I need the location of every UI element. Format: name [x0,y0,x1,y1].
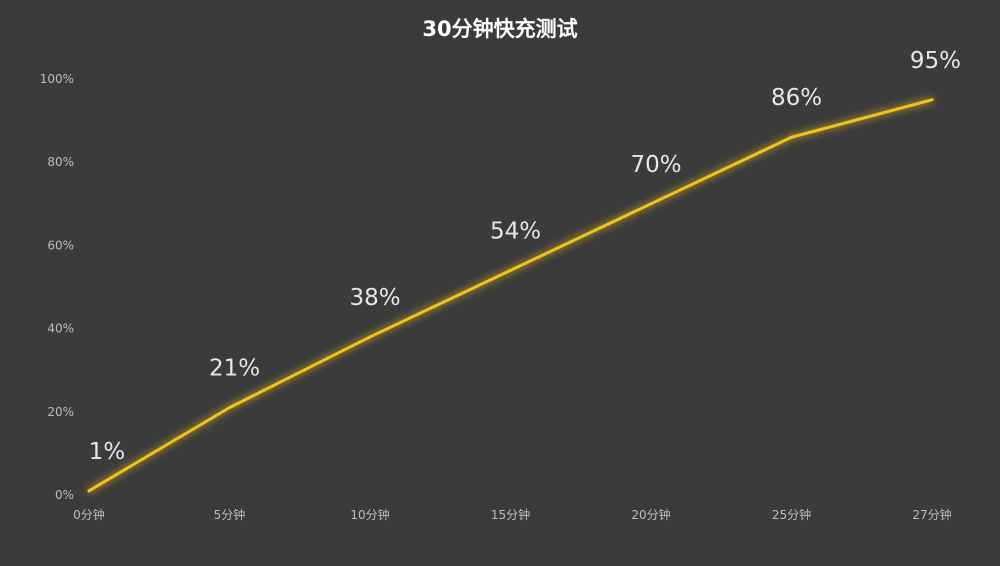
y-axis: 0% 20% 40% 60% 80% 100% [40,72,74,502]
x-tick-label: 10分钟 [350,507,389,522]
data-label: 21% [209,356,260,382]
y-tick-label: 20% [47,405,74,419]
series-line [87,98,934,493]
data-labels: 1% 21% 38% 54% 70% 86% 95% [89,48,961,465]
data-point [930,98,934,102]
y-tick-label: 40% [47,322,74,336]
y-tick-label: 80% [47,155,74,169]
x-tick-label: 27分钟 [912,507,951,522]
data-label: 1% [89,439,126,465]
y-tick-label: 100% [40,72,74,86]
data-point [228,406,231,410]
data-point [649,202,653,206]
x-tick-label: 20分钟 [631,507,670,522]
data-label: 95% [910,48,961,74]
data-label: 38% [349,285,400,311]
x-tick-label: 15分钟 [491,507,530,522]
data-point [790,135,793,139]
data-label: 54% [490,218,541,244]
series-group [87,98,934,493]
data-point [87,489,91,493]
data-label: 70% [630,152,681,178]
x-axis: 0分钟 5分钟 10分钟 15分钟 20分钟 25分钟 27分钟 [73,507,951,522]
data-point [368,335,372,339]
y-tick-label: 0% [55,488,74,502]
data-point [509,268,512,272]
chart-title: 30分钟快充测试 [422,17,577,41]
data-label: 86% [771,85,822,111]
y-tick-label: 60% [47,238,74,252]
x-tick-label: 5分钟 [214,507,246,522]
x-tick-label: 0分钟 [73,507,105,522]
x-tick-label: 25分钟 [772,507,811,522]
